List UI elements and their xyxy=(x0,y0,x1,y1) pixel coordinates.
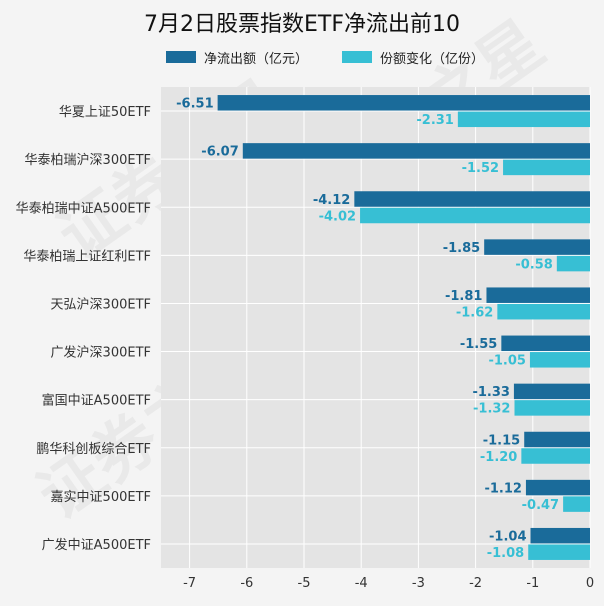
y-category-label: 广发中证A500ETF xyxy=(42,537,151,553)
legend-label-share: 份额变化（亿份） xyxy=(380,52,485,67)
y-category-label: 广发沪深300ETF xyxy=(51,345,151,361)
bar-outflow xyxy=(484,239,590,255)
data-label-outflow: -1.81 xyxy=(445,289,482,304)
bar-outflow xyxy=(513,383,590,400)
data-label-outflow: -1.33 xyxy=(472,385,509,400)
x-tick-label: -1 xyxy=(526,576,539,591)
data-label-outflow: -4.12 xyxy=(313,193,350,208)
bar-outflow xyxy=(530,527,590,544)
x-tick-label: -3 xyxy=(412,576,425,591)
y-category-label: 嘉实中证500ETF xyxy=(51,490,151,505)
x-tick-label: -7 xyxy=(183,576,196,591)
x-tick-label: 0 xyxy=(586,576,594,591)
y-category-label: 天弘沪深300ETF xyxy=(51,296,151,312)
y-category-label: 华泰柏瑞上证红利ETF xyxy=(23,248,151,264)
chart-title: 7月2日股票指数ETF净流出前10 xyxy=(144,12,460,37)
data-label-outflow: -6.51 xyxy=(176,97,213,112)
data-label-share-change: -1.52 xyxy=(462,161,499,176)
y-category-label: 鹏华科创板综合ETF xyxy=(36,442,151,457)
y-category-label: 华夏上证50ETF xyxy=(59,105,151,120)
y-category-label: 华泰柏瑞中证A500ETF xyxy=(16,201,151,216)
y-category-label: 富国中证A500ETF xyxy=(42,393,151,409)
data-label-outflow: -6.07 xyxy=(201,145,238,160)
bar-outflow xyxy=(217,95,591,111)
data-label-share-change: -0.58 xyxy=(515,257,552,272)
data-label-share-change: -1.20 xyxy=(480,450,517,465)
data-label-outflow: -1.55 xyxy=(460,337,497,352)
legend-swatch-outflow xyxy=(166,51,196,63)
data-label-outflow: -1.85 xyxy=(443,241,480,256)
bar-share-change xyxy=(457,111,590,128)
data-label-share-change: -1.32 xyxy=(473,402,510,417)
bar-outflow xyxy=(354,191,590,207)
bar-share-change xyxy=(514,400,590,416)
bar-outflow xyxy=(525,479,590,496)
bar-share-change xyxy=(503,159,590,176)
x-tick-label: -4 xyxy=(355,576,368,591)
x-tick-label: -2 xyxy=(469,576,482,591)
x-tick-label: -5 xyxy=(298,576,311,591)
bar-share-change xyxy=(497,303,590,320)
data-label-outflow: -1.12 xyxy=(484,481,521,496)
legend-label-outflow: 净流出额（亿元） xyxy=(204,52,309,67)
data-label-share-change: -1.62 xyxy=(456,305,493,320)
bar-share-change xyxy=(528,544,590,560)
y-category-label: 华泰柏瑞沪深300ETF xyxy=(25,152,151,168)
data-label-share-change: -0.47 xyxy=(522,498,559,513)
x-tick-label: -6 xyxy=(240,576,253,591)
bar-share-change xyxy=(521,448,590,464)
bar-outflow xyxy=(242,143,590,159)
bar-outflow xyxy=(524,431,590,448)
bar-share-change xyxy=(360,207,590,224)
data-label-share-change: -1.05 xyxy=(488,354,525,369)
bar-share-change xyxy=(563,496,590,512)
bar-outflow xyxy=(501,335,590,352)
bar-share-change xyxy=(529,352,590,368)
data-label-share-change: -4.02 xyxy=(319,209,356,224)
data-label-share-change: -1.08 xyxy=(487,546,524,561)
bar-outflow xyxy=(486,287,590,303)
legend-swatch-share xyxy=(342,51,372,63)
data-label-outflow: -1.15 xyxy=(483,433,520,448)
data-label-outflow: -1.04 xyxy=(489,529,526,544)
data-label-share-change: -2.31 xyxy=(416,113,453,128)
bar-share-change xyxy=(556,255,590,272)
